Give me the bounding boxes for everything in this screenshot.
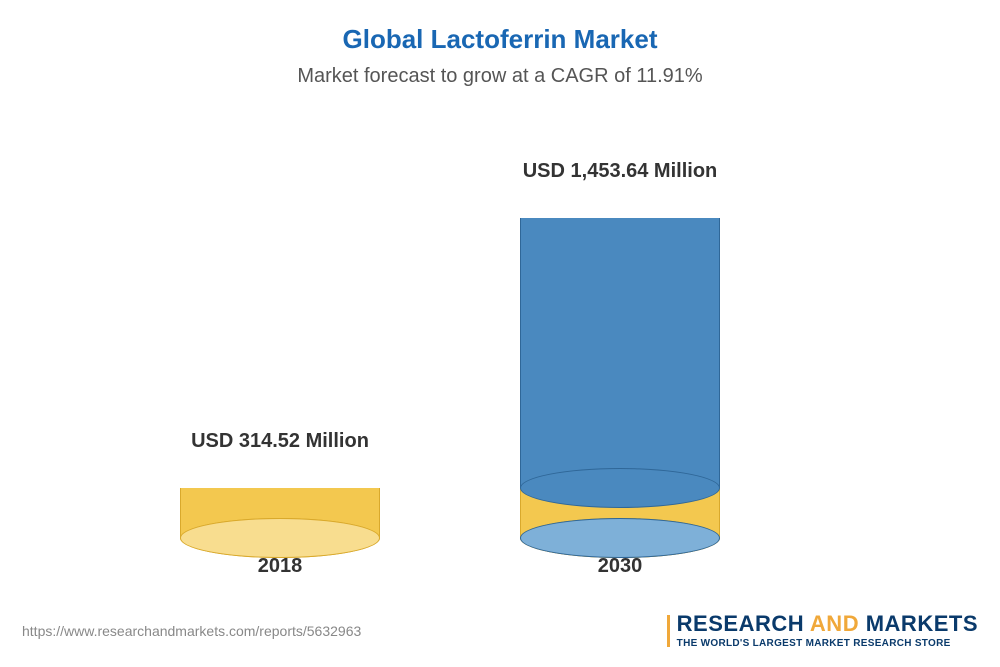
chart-area: USD 314.52 Million2018USD 1,453.64 Milli… <box>0 108 1000 538</box>
logo-text: RESEARCH AND MARKETS <box>677 613 978 635</box>
logo-accent-bar <box>667 615 670 647</box>
cylinder-top-ellipse <box>520 518 720 558</box>
cylinder-top-ellipse <box>180 518 380 558</box>
cylinder-bottom-ellipse <box>520 468 720 508</box>
chart-title: Global Lactoferrin Market <box>0 0 1000 55</box>
cylinder-segment <box>520 218 720 488</box>
logo-tagline: THE WORLD'S LARGEST MARKET RESEARCH STOR… <box>677 638 978 649</box>
cylinder-value-label: USD 1,453.64 Million <box>470 160 770 183</box>
logo-word-research: RESEARCH <box>677 611 804 636</box>
logo: RESEARCH AND MARKETS THE WORLD'S LARGEST… <box>667 613 978 649</box>
cylinder-year-label: 2030 <box>520 555 720 578</box>
chart-subtitle: Market forecast to grow at a CAGR of 11.… <box>0 65 1000 88</box>
cylinder-value-label: USD 314.52 Million <box>130 430 430 453</box>
cylinder-year-label: 2018 <box>180 555 380 578</box>
logo-word-markets: MARKETS <box>866 611 978 636</box>
logo-word-and: AND <box>810 611 859 636</box>
source-url: https://www.researchandmarkets.com/repor… <box>22 623 361 639</box>
